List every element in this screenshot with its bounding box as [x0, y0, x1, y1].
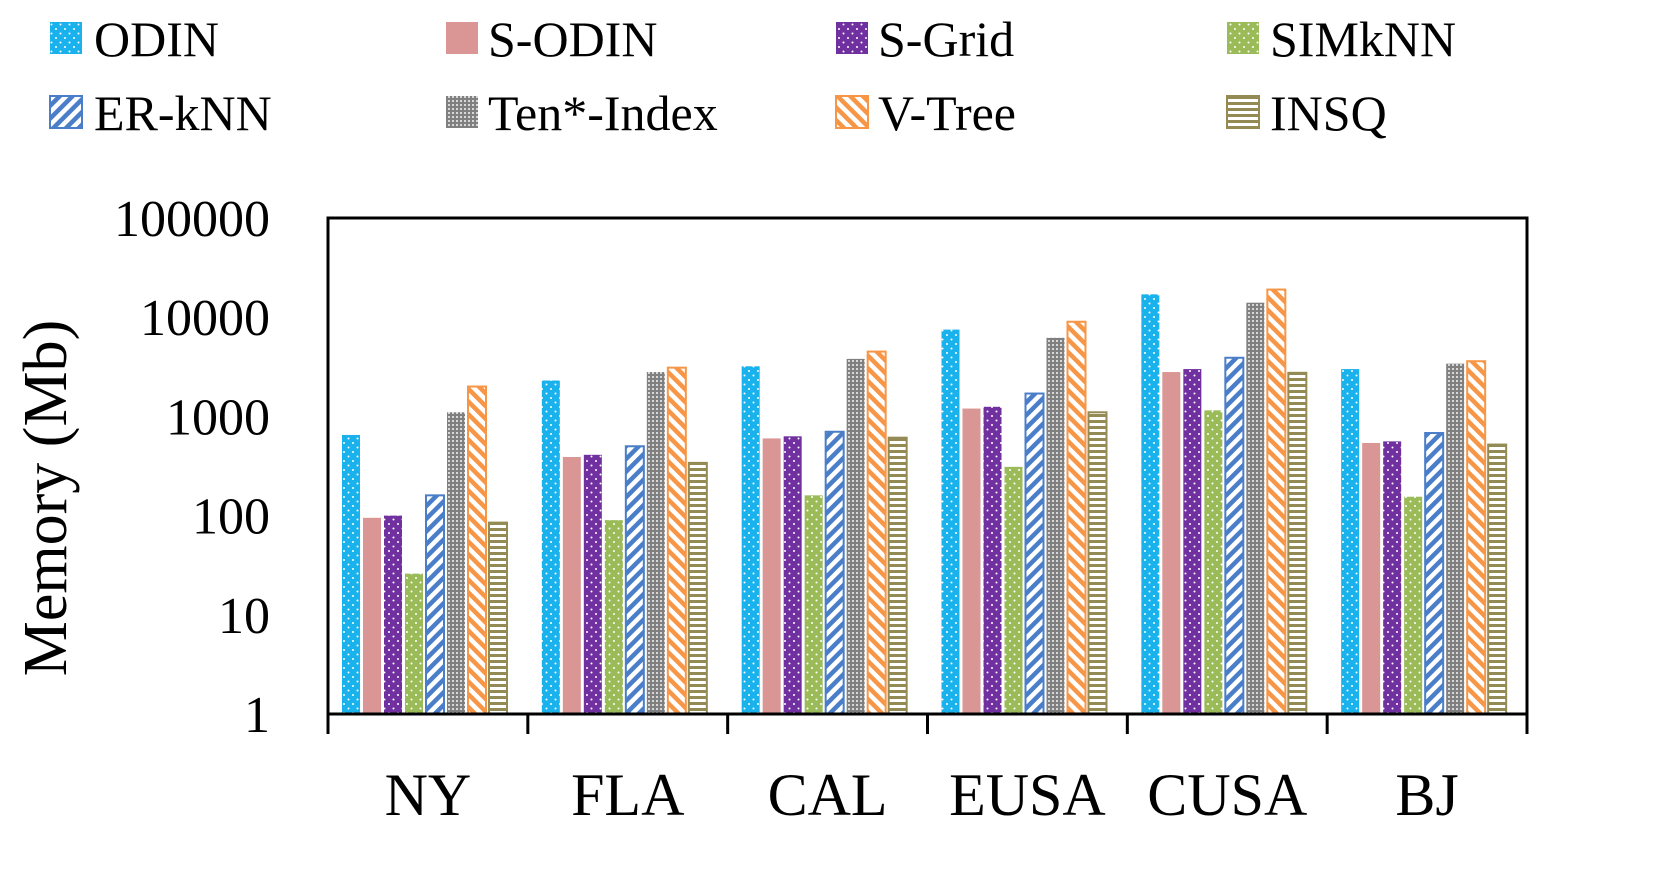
y-tick-label: 10000: [140, 290, 270, 347]
bar-er-knn-bj: [1424, 432, 1445, 715]
bar-er-knn-ny: [425, 494, 445, 715]
bar-insq-eusa: [1087, 411, 1108, 715]
bar-simknn-cal: [804, 495, 823, 714]
bar-ten-index-eusa: [1046, 337, 1065, 714]
bar-v-tree-cal: [866, 350, 887, 715]
x-category-label: CAL: [768, 762, 888, 828]
legend-swatch-simknn: [1227, 22, 1259, 54]
bar-odin-cal: [741, 366, 760, 714]
bar-s-odin-eusa: [962, 408, 981, 714]
legend-label-odin: ODIN: [94, 11, 219, 67]
y-tick-label: 1000: [166, 389, 270, 446]
bar-insq-cal: [887, 436, 908, 715]
bar-odin-fla: [541, 380, 560, 714]
bar-odin-bj: [1341, 369, 1360, 714]
y-tick-label: 1: [244, 687, 270, 744]
x-category-label: BJ: [1395, 762, 1458, 828]
bar-insq-bj: [1487, 443, 1508, 715]
legend-swatch-s-grid: [836, 22, 868, 54]
bar-v-tree-ny: [467, 385, 487, 715]
legend-label-insq: INSQ: [1270, 85, 1387, 141]
bar-er-knn-fla: [624, 445, 645, 715]
x-category-label: CUSA: [1147, 762, 1307, 828]
bar-ten-index-cal: [846, 358, 865, 714]
plot-area: 1 10 100 1000 10000 100000 NY FLA CAL EUSA CUSA BJ: [114, 191, 1529, 828]
legend-swatch-ten-index: [446, 96, 478, 128]
bar-s-grid-cal: [783, 436, 802, 714]
legend-swatch-insq: [1226, 95, 1260, 129]
legend-label-er-knn: ER-kNN: [94, 85, 272, 141]
legend-label-s-grid: S-Grid: [878, 11, 1014, 67]
bar-ten-index-bj: [1446, 363, 1465, 714]
legend-swatch-s-odin: [446, 22, 478, 54]
legend-label-v-tree: V-Tree: [878, 85, 1016, 141]
bar-er-knn-eusa: [1024, 392, 1045, 715]
y-tick-label: 100000: [114, 191, 270, 248]
bar-s-grid-fla: [583, 454, 602, 714]
bar-s-grid-eusa: [983, 406, 1002, 714]
x-category-label: EUSA: [949, 762, 1106, 828]
bar-simknn-ny: [405, 573, 423, 714]
legend-swatch-v-tree: [835, 95, 869, 129]
bar-simknn-cusa: [1204, 410, 1223, 714]
bar-er-knn-cal: [824, 430, 845, 715]
bar-ten-index-cusa: [1246, 302, 1265, 714]
bar-simknn-fla: [604, 520, 623, 714]
bar-odin-cusa: [1141, 294, 1160, 714]
legend: ODIN S-ODIN S-Grid SIMkNN ER-kNN Ten*-In…: [49, 11, 1456, 141]
bar-odin-ny: [342, 434, 360, 714]
y-tick-label: 10: [218, 588, 270, 645]
bar-s-odin-bj: [1362, 442, 1381, 714]
bar-v-tree-eusa: [1066, 320, 1087, 715]
bar-s-grid-cusa: [1183, 369, 1202, 714]
bar-simknn-eusa: [1004, 466, 1023, 714]
bar-insq-fla: [687, 461, 708, 715]
plot-frame: [326, 216, 1529, 716]
bar-s-odin-cal: [762, 438, 781, 714]
y-tick-label: 100: [192, 489, 270, 546]
legend-label-ten-index: Ten*-Index: [488, 85, 718, 141]
bar-s-grid-bj: [1383, 441, 1402, 714]
x-category-label: NY: [385, 762, 472, 828]
bar-s-grid-ny: [384, 515, 402, 714]
legend-swatch-er-knn: [49, 95, 83, 129]
bar-odin-eusa: [941, 329, 960, 714]
bar-ten-index-ny: [447, 412, 465, 714]
bar-v-tree-bj: [1466, 360, 1487, 715]
bar-simknn-bj: [1404, 496, 1423, 714]
legend-swatch-odin: [50, 22, 82, 54]
bar-ten-index-fla: [646, 372, 665, 714]
bar-v-tree-cusa: [1266, 288, 1287, 715]
y-axis-title: Memory (Mb): [12, 320, 80, 676]
bar-s-odin-fla: [562, 456, 581, 714]
legend-label-s-odin: S-ODIN: [488, 11, 657, 67]
x-category-label: FLA: [571, 762, 684, 828]
bar-insq-ny: [488, 521, 508, 715]
bar-er-knn-cusa: [1224, 356, 1245, 715]
bar-s-odin-ny: [363, 517, 381, 714]
bar-insq-cusa: [1287, 371, 1308, 715]
bar-s-odin-cusa: [1162, 372, 1181, 714]
legend-label-simknn: SIMkNN: [1270, 11, 1456, 67]
bar-v-tree-fla: [666, 366, 687, 715]
